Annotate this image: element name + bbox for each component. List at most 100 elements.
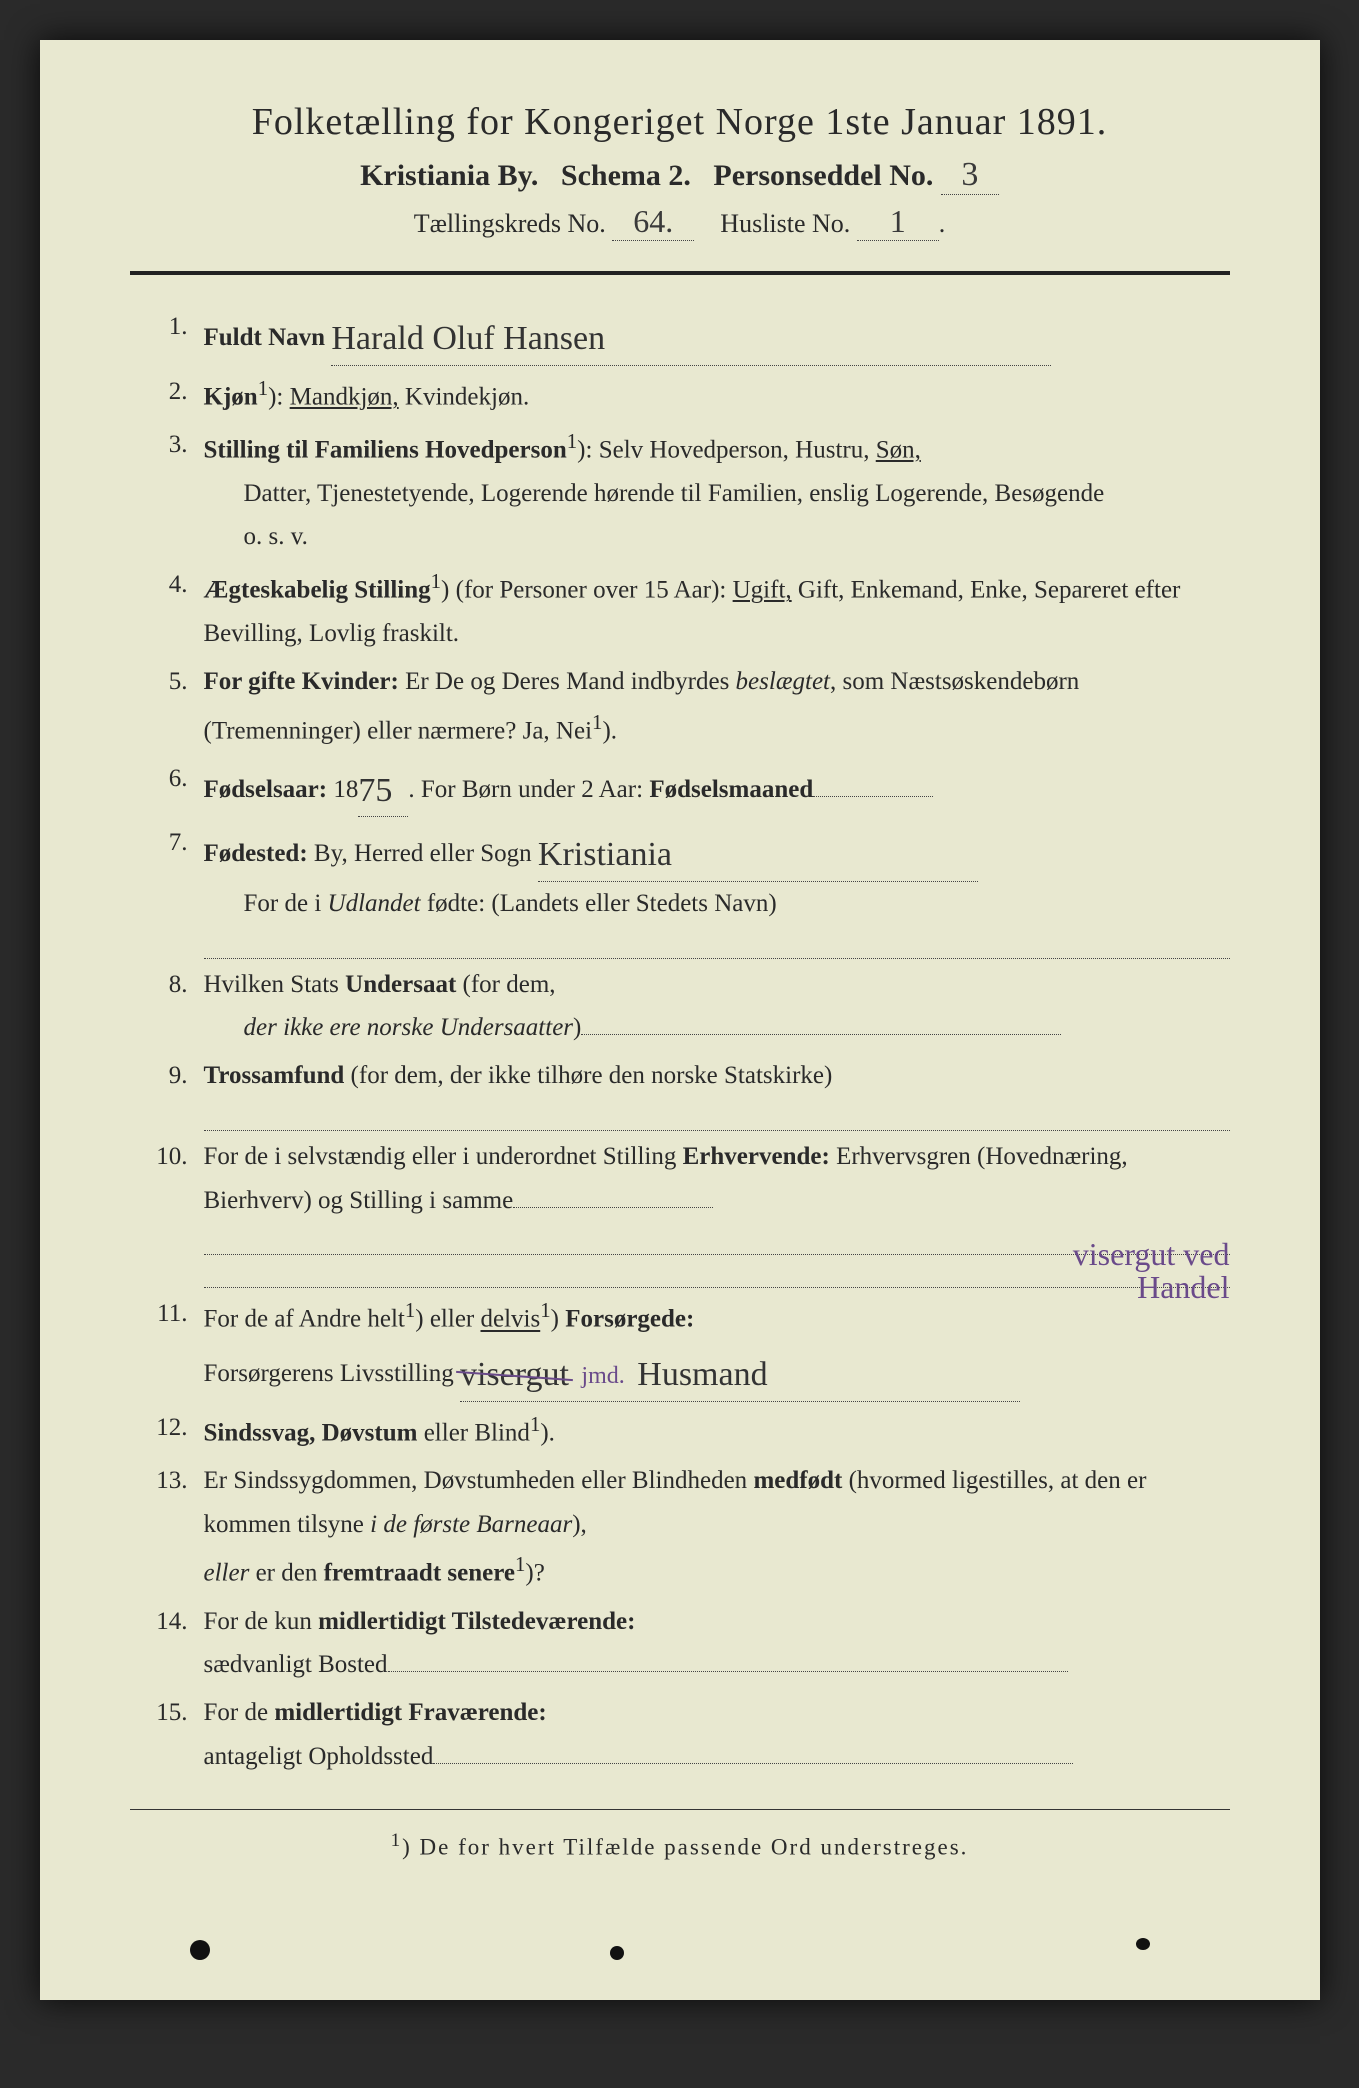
q4-paren: (for Personer over 15 Aar): (449, 576, 732, 603)
q13-body: Er Sindssygdommen, Døvstumheden eller Bl… (204, 1459, 1230, 1596)
q11-delvis: delvis (481, 1306, 541, 1333)
q5-text3: ). (602, 717, 617, 744)
q15-text1: For de (204, 1699, 275, 1726)
q14-body: For de kun midlertidigt Tilstedeværende:… (204, 1600, 1230, 1688)
q10-row: 10. For de i selvstændig eller i underor… (130, 1135, 1230, 1289)
q8-row: 8. Hvilken Stats Undersaat (for dem, der… (130, 963, 1230, 1051)
q8-line2-end: ) (573, 1014, 581, 1041)
third-row: Tællingskreds No. 64. Husliste No. 1. (130, 203, 1230, 241)
q10-value-l1: visergut ved (1073, 1236, 1230, 1272)
q2-sup: 1 (258, 376, 268, 400)
kreds-label: Tællingskreds No. (414, 209, 606, 238)
q6-num: 6. (130, 757, 204, 818)
q7-label: Fødested: (204, 840, 308, 867)
q11-bold: Forsørgede: (565, 1306, 694, 1333)
q6-mid: . For Børn under 2 Aar: (408, 776, 649, 803)
q9-label: Trossamfund (204, 1062, 345, 1089)
q13-line3: er den (249, 1560, 323, 1587)
q1-body: Fuldt Navn Harald Oluf Hansen (204, 305, 1230, 366)
q7-row: 7. Fødested: By, Herred eller Sogn Krist… (130, 821, 1230, 958)
schema-label: Schema 2. (561, 159, 691, 192)
q11-num: 11. (130, 1292, 204, 1402)
q12-body: Sindssvag, Døvstum eller Blind1). (204, 1406, 1230, 1455)
q5-sup: 1 (592, 710, 602, 734)
q6-year-val: 75 (358, 772, 392, 809)
q8-num: 8. (130, 963, 204, 1051)
q7-line2-ital: Udlandet (328, 890, 421, 917)
q7-line2a: For de i (244, 890, 328, 917)
q7-text: By, Herred eller Sogn (308, 840, 538, 867)
census-form-page: Folketælling for Kongeriget Norge 1ste J… (40, 40, 1320, 2000)
q12-text: eller Blind (417, 1419, 529, 1446)
q14-line2: sædvanligt Bosted (204, 1651, 388, 1678)
q3-opts-l2: Datter, Tjenestetyende, Logerende hørend… (244, 480, 1105, 507)
q1-value: Harald Oluf Hansen (331, 320, 605, 357)
q10-line2: visergut ved (204, 1224, 1230, 1255)
q8-bold: Undersaat (345, 971, 456, 998)
q11-sup2: 1 (540, 1298, 550, 1322)
q8-body: Hvilken Stats Undersaat (for dem, der ik… (204, 963, 1230, 1051)
q13-bold2: fremtraadt senere (324, 1560, 515, 1587)
q12-row: 12. Sindssvag, Døvstum eller Blind1). (130, 1406, 1230, 1455)
personseddel-no: 3 (941, 156, 999, 195)
husliste-no: 1 (857, 203, 939, 241)
q14-num: 14. (130, 1600, 204, 1688)
q1-row: 1. Fuldt Navn Harald Oluf Hansen (130, 305, 1230, 366)
q13-ital1: i de første Barneaar (370, 1511, 572, 1538)
q13-text4: )? (525, 1560, 544, 1587)
q4-body: Ægteskabelig Stilling1) (for Personer ov… (204, 563, 1230, 656)
q14-text1: For de kun (204, 1608, 319, 1635)
q7-blank-line (204, 928, 1230, 959)
q2-opt-k: Kvindekjøn. (405, 383, 529, 410)
q13-text3: ), (572, 1511, 587, 1538)
q13-num: 13. (130, 1459, 204, 1596)
q13-bold1: medfødt (753, 1467, 842, 1494)
q8-text2: (for dem, (456, 971, 555, 998)
q12-sup: 1 (530, 1412, 540, 1436)
q6-year-prefix: 18 (327, 776, 358, 803)
q13-text1: Er Sindssygdommen, Døvstumheden eller Bl… (204, 1467, 754, 1494)
q12-label: Sindssvag, Døvstum (204, 1419, 418, 1446)
q11-annot: jmd. (581, 1363, 624, 1389)
q9-text: (for dem, der ikke tilhøre den norske St… (344, 1062, 832, 1089)
q2-body: Kjøn1): Mandkjøn, Kvindekjøn. (204, 370, 1230, 419)
q3-opt-son: Søn, (876, 436, 921, 463)
q11-text1: For de af Andre helt (204, 1306, 405, 1333)
q4-label: Ægteskabelig Stilling (204, 576, 431, 603)
q5-body: For gifte Kvinder: Er De og Deres Mand i… (204, 660, 1230, 753)
q12-num: 12. (130, 1406, 204, 1455)
q2-label: Kjøn (204, 383, 258, 410)
q5-row: 5. For gifte Kvinder: Er De og Deres Man… (130, 660, 1230, 753)
q3-body: Stilling til Familiens Hovedperson1): Se… (204, 423, 1230, 560)
q5-label: For gifte Kvinder: (204, 668, 399, 695)
q7-line2b: fødte: (Landets eller Stedets Navn) (421, 890, 777, 917)
q11-sup1: 1 (405, 1298, 415, 1322)
q2-row: 2. Kjøn1): Mandkjøn, Kvindekjøn. (130, 370, 1230, 419)
q2-num: 2. (130, 370, 204, 419)
q2-opt-m: Mandkjøn, (290, 383, 399, 410)
q7-body: Fødested: By, Herred eller Sogn Kristian… (204, 821, 1230, 958)
q14-bold: midlertidigt Tilstedeværende: (318, 1608, 635, 1635)
q1-label: Fuldt Navn (204, 324, 326, 351)
q3-sup: 1 (567, 429, 577, 453)
q9-row: 9. Trossamfund (for dem, der ikke tilhør… (130, 1054, 1230, 1131)
subtitle-row: Kristiania By. Schema 2. Personseddel No… (130, 156, 1230, 195)
q10-body: For de i selvstændig eller i underordnet… (204, 1135, 1230, 1289)
top-divider (130, 271, 1230, 275)
q12-text2: ). (540, 1419, 555, 1446)
q8-line2-ital: der ikke ere norske Undersaatter (244, 1014, 574, 1041)
q3-num: 3. (130, 423, 204, 560)
kreds-no: 64. (612, 203, 694, 241)
q6-body: Fødselsaar: 1875. For Børn under 2 Aar: … (204, 757, 1230, 818)
inkblot-right (1136, 1938, 1150, 1950)
q13-sup: 1 (515, 1552, 525, 1576)
q3-opts-l3: o. s. v. (244, 523, 308, 550)
q15-row: 15. For de midlertidigt Fraværende: anta… (130, 1691, 1230, 1779)
husliste-label: Husliste No. (720, 209, 850, 238)
q15-bold: midlertidigt Fraværende: (274, 1699, 546, 1726)
q10-text1: For de i selvstændig eller i underordnet… (204, 1143, 683, 1170)
q5-num: 5. (130, 660, 204, 753)
q7-num: 7. (130, 821, 204, 958)
q11-row: 11. For de af Andre helt1) eller delvis1… (130, 1292, 1230, 1402)
q15-line2: antageligt Opholdssted (204, 1743, 434, 1770)
